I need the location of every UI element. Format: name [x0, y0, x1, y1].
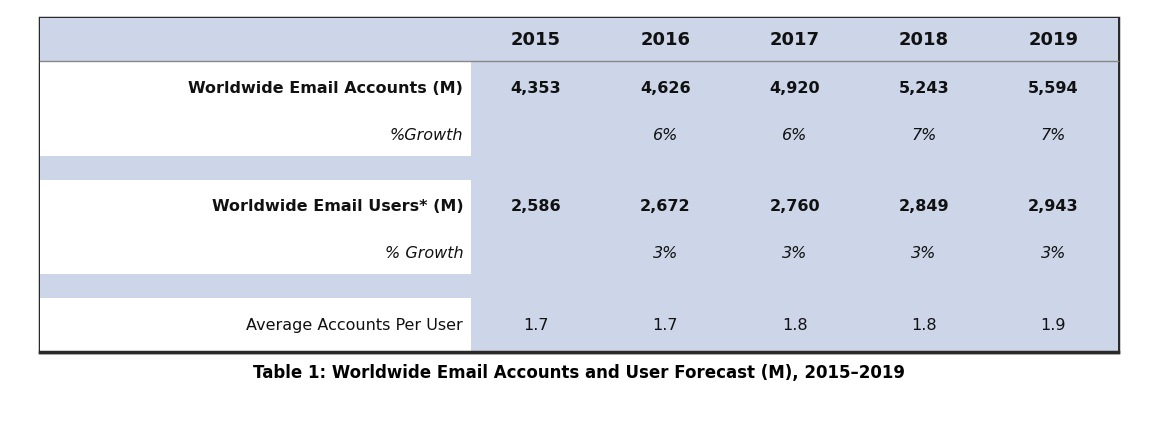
Text: Worldwide Email Accounts (M): Worldwide Email Accounts (M)	[189, 81, 463, 95]
Text: 4,626: 4,626	[640, 81, 690, 95]
Bar	[41, 156, 1117, 180]
Text: 1.8: 1.8	[782, 318, 807, 333]
Text: 2018: 2018	[899, 30, 950, 49]
Bar	[471, 298, 1117, 352]
Text: Worldwide Email Users* (M): Worldwide Email Users* (M)	[212, 199, 463, 214]
Text: 6%: 6%	[653, 128, 677, 143]
Text: % Growth: % Growth	[384, 246, 463, 262]
Text: 2,849: 2,849	[899, 199, 950, 214]
Text: %Growth: %Growth	[390, 128, 463, 143]
Bar	[41, 180, 1117, 233]
Text: 2017: 2017	[770, 30, 820, 49]
Text: 2019: 2019	[1028, 30, 1078, 49]
Text: 6%: 6%	[782, 128, 807, 143]
Bar	[41, 61, 1117, 115]
Bar	[41, 18, 1117, 61]
Text: 2,760: 2,760	[769, 199, 820, 214]
Bar	[41, 115, 1117, 156]
Text: 5,243: 5,243	[899, 81, 950, 95]
Bar	[471, 61, 1117, 115]
Text: 3%: 3%	[1041, 246, 1067, 262]
Text: 4,353: 4,353	[511, 81, 562, 95]
Bar	[41, 274, 1117, 298]
Bar	[471, 233, 1117, 274]
Text: 2,672: 2,672	[640, 199, 690, 214]
Bar	[471, 180, 1117, 233]
Bar	[41, 298, 1117, 352]
Text: 3%: 3%	[653, 246, 677, 262]
Text: 1.7: 1.7	[652, 318, 677, 333]
Bar	[41, 233, 1117, 274]
Text: 5,594: 5,594	[1028, 81, 1078, 95]
Text: 2015: 2015	[511, 30, 560, 49]
Text: 3%: 3%	[911, 246, 937, 262]
Bar	[471, 115, 1117, 156]
Text: 2,586: 2,586	[511, 199, 562, 214]
Text: 2,943: 2,943	[1028, 199, 1078, 214]
Bar	[41, 18, 1117, 352]
Text: 1.8: 1.8	[911, 318, 937, 333]
Text: Average Accounts Per User: Average Accounts Per User	[247, 318, 463, 333]
Text: 1.7: 1.7	[523, 318, 549, 333]
Text: 2016: 2016	[640, 30, 690, 49]
Text: 4,920: 4,920	[769, 81, 820, 95]
Text: Table 1: Worldwide Email Accounts and User Forecast (M), 2015–2019: Table 1: Worldwide Email Accounts and Us…	[252, 364, 906, 382]
Text: 3%: 3%	[782, 246, 807, 262]
Text: 1.9: 1.9	[1041, 318, 1067, 333]
Text: 7%: 7%	[1041, 128, 1067, 143]
Text: 7%: 7%	[911, 128, 937, 143]
